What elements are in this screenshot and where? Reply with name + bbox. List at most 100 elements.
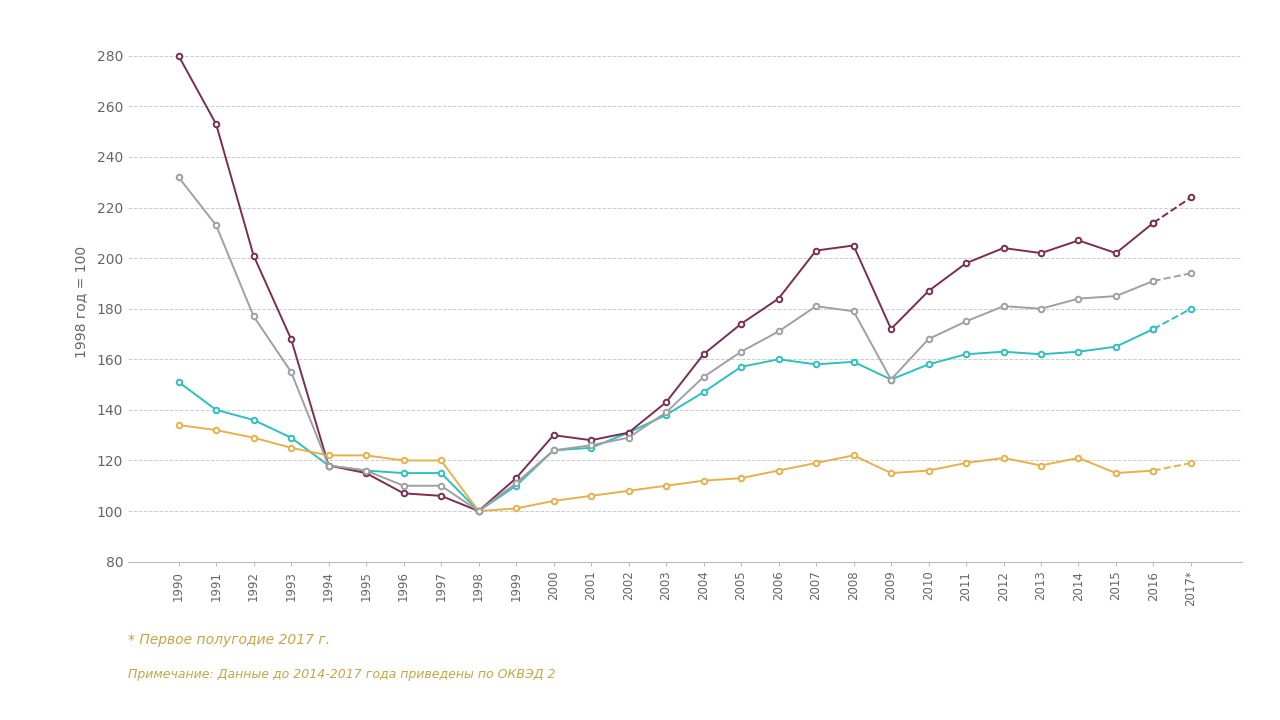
Электроэнергия, газ, вода [545, 497, 561, 505]
Электроэнергия, газ, вода [733, 474, 749, 482]
Обрабатывающая пром-сть [584, 436, 599, 444]
Обрабатывающая пром-сть [733, 320, 749, 328]
Промышленность · всего [1108, 292, 1124, 300]
Добывающая пром-сть [959, 350, 974, 359]
Обрабатывающая пром-сть [771, 294, 786, 303]
Электроэнергия, газ, вода [396, 456, 411, 465]
Добывающая пром-сть [621, 428, 636, 437]
Обрабатывающая пром-сть [209, 120, 224, 128]
Промышленность · всего [434, 482, 449, 490]
Электроэнергия, газ, вода [1146, 467, 1161, 475]
Электроэнергия, газ, вода [434, 456, 449, 465]
Line: Промышленность · всего: Промышленность · всего [175, 174, 1156, 514]
Добывающая пром-сть [246, 415, 261, 424]
Промышленность · всего [771, 327, 786, 336]
Text: * Первое полугодие 2017 г.: * Первое полугодие 2017 г. [128, 634, 330, 647]
Добывающая пром-сть [283, 433, 298, 442]
Электроэнергия, газ, вода [846, 451, 861, 459]
Добывающая пром-сть [1146, 325, 1161, 333]
Промышленность · всего [471, 507, 486, 516]
Обрабатывающая пром-сть [696, 350, 712, 359]
Электроэнергия, газ, вода [283, 444, 298, 452]
Обрабатывающая пром-сть [172, 52, 187, 60]
Электроэнергия, газ, вода [959, 459, 974, 467]
Обрабатывающая пром-сть [621, 428, 636, 437]
Обрабатывающая пром-сть [471, 507, 486, 516]
Добывающая пром-сть [1071, 347, 1087, 356]
Электроэнергия, газ, вода [508, 504, 524, 513]
Электроэнергия, газ, вода [209, 426, 224, 434]
Промышленность · всего [584, 441, 599, 449]
Промышленность · всего [920, 335, 936, 343]
Добывающая пром-сть [1033, 350, 1048, 359]
Y-axis label: 1998 год = 100: 1998 год = 100 [74, 246, 88, 359]
Обрабатывающая пром-сть [1108, 249, 1124, 258]
Электроэнергия, газ, вода [246, 433, 261, 442]
Электроэнергия, газ, вода [471, 507, 486, 516]
Line: Обрабатывающая пром-сть: Обрабатывающая пром-сть [175, 53, 1156, 514]
Обрабатывающая пром-сть [883, 325, 899, 333]
Промышленность · всего [959, 317, 974, 325]
Электроэнергия, газ, вода [809, 459, 824, 467]
Обрабатывающая пром-сть [658, 398, 673, 407]
Промышленность · всего [246, 312, 261, 320]
Промышленность · всего [1146, 276, 1161, 285]
Промышленность · всего [209, 221, 224, 230]
Добывающая пром-сть [846, 358, 861, 366]
Обрабатывающая пром-сть [959, 259, 974, 268]
Обрабатывающая пром-сть [508, 474, 524, 482]
Обрабатывающая пром-сть [434, 492, 449, 500]
Промышленность · всего [696, 373, 712, 382]
Обрабатывающая пром-сть [809, 246, 824, 255]
Добывающая пром-сть [172, 378, 187, 387]
Электроэнергия, газ, вода [621, 487, 636, 495]
Электроэнергия, газ, вода [172, 420, 187, 429]
Электроэнергия, газ, вода [358, 451, 374, 459]
Обрабатывающая пром-сть [545, 431, 561, 439]
Промышленность · всего [172, 173, 187, 181]
Line: Электроэнергия, газ, вода: Электроэнергия, газ, вода [175, 422, 1156, 514]
Электроэнергия, газ, вода [771, 467, 786, 475]
Добывающая пром-сть [321, 462, 337, 470]
Обрабатывающая пром-сть [1146, 218, 1161, 227]
Промышленность · всего [508, 479, 524, 487]
Добывающая пром-сть [696, 388, 712, 397]
Добывающая пром-сть [771, 355, 786, 364]
Text: Примечание: Данные до 2014-2017 года приведены по ОКВЭД 2: Примечание: Данные до 2014-2017 года при… [128, 668, 556, 681]
Обрабатывающая пром-сть [1071, 236, 1087, 245]
Добывающая пром-сть [733, 363, 749, 372]
Обрабатывающая пром-сть [283, 335, 298, 343]
Электроэнергия, газ, вода [1071, 454, 1087, 462]
Электроэнергия, газ, вода [920, 467, 936, 475]
Электроэнергия, газ, вода [696, 477, 712, 485]
Обрабатывающая пром-сть [846, 241, 861, 250]
Промышленность · всего [883, 375, 899, 384]
Добывающая пром-сть [658, 410, 673, 419]
Промышленность · всего [846, 307, 861, 315]
Добывающая пром-сть [920, 360, 936, 369]
Электроэнергия, газ, вода [584, 492, 599, 500]
Line: Добывающая пром-сть: Добывающая пром-сть [175, 326, 1156, 514]
Обрабатывающая пром-сть [321, 462, 337, 470]
Обрабатывающая пром-сть [246, 251, 261, 260]
Добывающая пром-сть [209, 405, 224, 414]
Электроэнергия, газ, вода [996, 454, 1011, 462]
Добывающая пром-сть [471, 507, 486, 516]
Электроэнергия, газ, вода [321, 451, 337, 459]
Промышленность · всего [283, 368, 298, 377]
Добывающая пром-сть [545, 446, 561, 454]
Добывающая пром-сть [883, 375, 899, 384]
Добывающая пром-сть [584, 444, 599, 452]
Промышленность · всего [1071, 294, 1087, 303]
Обрабатывающая пром-сть [996, 243, 1011, 252]
Электроэнергия, газ, вода [658, 482, 673, 490]
Промышленность · всего [1033, 305, 1048, 313]
Промышленность · всего [621, 433, 636, 442]
Обрабатывающая пром-сть [920, 287, 936, 295]
Электроэнергия, газ, вода [883, 469, 899, 477]
Обрабатывающая пром-сть [1033, 249, 1048, 258]
Промышленность · всего [996, 302, 1011, 310]
Промышленность · всего [658, 408, 673, 417]
Добывающая пром-сть [809, 360, 824, 369]
Добывающая пром-сть [996, 347, 1011, 356]
